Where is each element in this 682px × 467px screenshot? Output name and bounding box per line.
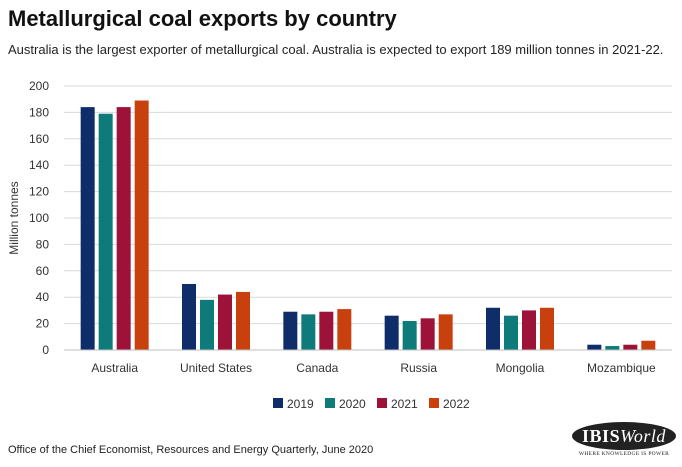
- bar-2019-russia: [384, 315, 399, 350]
- x-axis-tick-labels: Australia United States Canada Russia Mongol…: [91, 361, 656, 375]
- x-tick-label: Mozambique: [587, 361, 656, 375]
- legend-swatch-2019: [273, 398, 283, 408]
- y-axis-title: Million tonnes: [7, 181, 21, 254]
- bar-2022-australia: [134, 100, 149, 351]
- y-tick-label: 180: [29, 105, 49, 119]
- y-tick-label: 0: [42, 343, 49, 357]
- y-axis-tick-labels: 0 20 40 60 80 100 120 140 160 180 200: [29, 79, 49, 357]
- legend-swatch-2022: [429, 398, 439, 408]
- x-tick-label: Australia: [91, 361, 138, 375]
- bar-2020-russia: [402, 320, 417, 350]
- bar-2020-mozambique: [605, 346, 620, 350]
- y-tick-label: 20: [36, 317, 50, 331]
- source-note: Office of the Chief Economist, Resources…: [8, 444, 374, 456]
- bar-2021-russia: [420, 318, 435, 350]
- y-tick-label: 200: [29, 79, 49, 93]
- bar-2022-canada: [337, 309, 352, 350]
- x-tick-label: United States: [180, 361, 252, 375]
- chart-subtitle: Australia is the largest exporter of met…: [8, 42, 664, 57]
- bar-2020-australia: [98, 113, 113, 350]
- y-tick-label: 100: [29, 211, 49, 225]
- bar-2019-canada: [283, 311, 298, 350]
- bar-2021-canada: [319, 311, 334, 350]
- bar-2021-mongolia: [522, 310, 536, 350]
- legend-swatch-2021: [377, 398, 387, 408]
- x-tick-label: Russia: [400, 361, 437, 375]
- chart-title: Metallurgical coal exports by country: [8, 6, 397, 31]
- legend-label: 2021: [391, 397, 418, 411]
- bar-2020-mongolia: [504, 315, 518, 350]
- legend-label: 2022: [443, 397, 470, 411]
- y-tick-label: 140: [29, 158, 49, 172]
- x-tick-label: Mongolia: [496, 361, 545, 375]
- bar-2020-canada: [301, 314, 316, 350]
- logo-wordmark: IBISWorld: [572, 422, 676, 450]
- ibisworld-logo: IBISWorld WHERE KNOWLEDGE IS POWER: [572, 422, 676, 462]
- bar-2022-mongolia: [540, 307, 554, 350]
- bar-2019-mongolia: [486, 307, 500, 350]
- y-tick-label: 60: [36, 264, 50, 278]
- bars: [80, 100, 656, 351]
- legend: 2019 2020 2021 2022: [273, 397, 470, 411]
- bar-2019-australia: [80, 107, 95, 351]
- bar-2021-mozambique: [623, 344, 638, 350]
- legend-swatch-2020: [325, 398, 335, 408]
- bar-2021-australia: [116, 107, 131, 351]
- bar-2021-united-states: [218, 294, 232, 350]
- y-tick-label: 120: [29, 185, 49, 199]
- x-tick-label: Canada: [296, 361, 338, 375]
- bar-2020-united-states: [200, 299, 214, 350]
- bar-2022-russia: [438, 314, 453, 350]
- gridlines: [64, 85, 672, 325]
- y-tick-label: 80: [36, 237, 50, 251]
- bar-2019-mozambique: [587, 344, 602, 350]
- y-tick-label: 40: [36, 290, 50, 304]
- y-tick-label: 160: [29, 132, 49, 146]
- legend-label: 2019: [287, 397, 314, 411]
- bar-2019-united-states: [182, 284, 196, 350]
- bar-2022-united-states: [236, 291, 250, 350]
- legend-label: 2020: [339, 397, 366, 411]
- bar-2022-mozambique: [641, 340, 656, 350]
- logo-tagline: WHERE KNOWLEDGE IS POWER: [578, 451, 670, 457]
